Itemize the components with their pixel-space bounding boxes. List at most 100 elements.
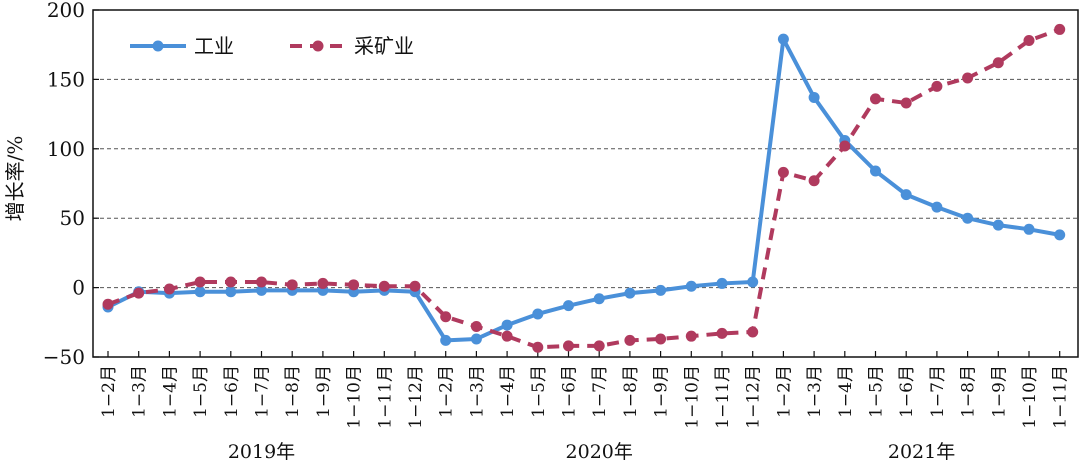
year-labels: 2019年 2020年 2021年 [228,441,955,463]
legend: 工业 采矿业 [130,34,414,58]
x-tick-label: 1−12月 [406,365,426,429]
data-point [133,287,145,299]
y-axis-label: 增长率/% [3,136,27,222]
data-point [624,334,636,346]
data-point [931,201,943,213]
data-point [962,212,974,224]
x-tick-label: 1−7月 [590,365,610,418]
data-point [194,286,206,298]
data-point [992,219,1004,231]
x-tick-label: 1−7月 [253,365,273,418]
data-point [870,93,881,105]
data-point [1054,229,1066,241]
legend-swatch-marker [312,40,324,52]
data-point [102,298,114,310]
x-tick-label: 1−2月 [99,365,119,418]
x-tick-label: 1−8月 [621,365,641,418]
legend-label: 工业 [194,34,234,58]
y-tick-label: 0 [72,276,85,300]
series-line [107,27,1061,350]
x-tick-label: 1−11月 [1051,365,1071,429]
data-point [716,327,728,339]
legend-swatch-marker [152,40,164,52]
data-point [256,284,267,296]
year-label: 2021年 [888,441,955,463]
data-point [378,280,390,292]
x-tick-label: 1−10月 [345,365,365,429]
data-point [870,165,881,177]
x-tick-label: 1−9月 [989,365,1009,418]
series-mining [102,23,1066,353]
data-point [747,326,759,338]
x-tick-label: 1−8月 [959,365,979,418]
data-point [1023,35,1035,47]
year-label: 2020年 [566,441,633,463]
y-tick-label: −50 [43,345,85,369]
data-point [655,284,667,296]
x-tick-label: 1−2月 [437,365,457,418]
x-tick-label: 1−6月 [897,365,917,418]
data-point [624,287,636,299]
x-tick-label: 1−9月 [652,365,672,418]
grid-lines [93,78,1078,289]
data-point [532,308,544,320]
data-point [409,280,421,292]
data-point [777,166,789,178]
data-point [501,319,513,331]
data-point [808,91,820,103]
data-point [992,57,1004,69]
series-industry [102,33,1066,346]
x-tick-label: 1−3月 [130,365,150,418]
legend-item: 采矿业 [290,34,414,58]
x-tick-label: 1−2月 [774,365,794,418]
data-point [1054,23,1066,35]
data-point [563,300,574,312]
data-point [256,276,267,288]
x-tick-label: 1−3月 [805,365,825,418]
legend-label: 采矿业 [354,34,414,58]
data-point [900,97,912,109]
data-point [685,280,697,292]
x-tick-label: 1−9月 [314,365,334,418]
data-point [194,276,206,288]
data-point [225,286,237,298]
y-tick-label: 50 [60,206,85,230]
data-point [286,279,298,291]
x-tick-label: 1−4月 [498,365,518,418]
year-label: 2019年 [228,441,295,463]
legend-item: 工业 [130,34,234,58]
x-tick-label: 1−10月 [1020,365,1040,429]
data-point [225,276,237,288]
data-point [900,189,912,201]
data-point [1023,223,1035,235]
x-tick-label: 1−3月 [467,365,487,418]
data-point [440,311,452,323]
data-point [532,341,544,353]
x-tick-label: 1−6月 [222,365,242,418]
series-line [107,37,1061,343]
x-axis-ticks: 1−2月 1−3月 1−4月 1−5月 1−6月 1−7月 1−8月 1−9月 1−10月 1−1… [99,351,1071,429]
x-tick-label: 1−8月 [283,365,303,418]
data-point [317,277,329,289]
data-point [163,283,175,295]
data-point [593,340,605,352]
y-tick-label: 150 [47,67,85,91]
x-tick-label: 1−5月 [529,365,549,418]
y-tick-label: 100 [47,137,85,161]
data-point [563,340,574,352]
x-tick-label: 1−6月 [560,365,580,418]
x-tick-label: 1−5月 [867,365,887,418]
data-point [440,334,452,346]
x-tick-label: 1−7月 [928,365,948,418]
y-axis-ticks: −50 0 50 100 150 200 [43,0,99,369]
x-tick-label: 1−11月 [713,365,733,429]
x-tick-label: 1−5月 [191,365,211,418]
data-point [470,333,482,345]
data-point [839,140,851,152]
x-tick-label: 1−4月 [160,365,180,418]
data-point [593,293,605,305]
x-tick-label: 1−10月 [682,365,702,429]
x-tick-label: 1−12月 [744,365,764,429]
data-point [747,276,759,288]
